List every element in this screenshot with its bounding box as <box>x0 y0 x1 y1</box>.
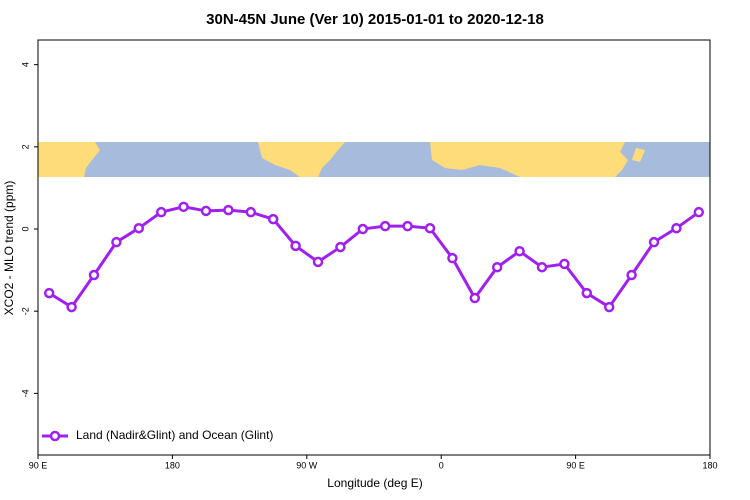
y-tick-label: 2 <box>20 144 30 149</box>
data-point <box>312 256 324 268</box>
legend-marker <box>49 430 61 442</box>
chart-title: 30N-45N June (Ver 10) 2015-01-01 to 2020… <box>206 11 544 28</box>
data-point <box>335 241 346 253</box>
x-tick-label: 90 E <box>566 460 585 470</box>
data-point <box>178 201 189 213</box>
legend-label: Land (Nadir&Glint) and Ocean (Glint) <box>76 428 273 442</box>
data-point <box>223 204 234 216</box>
land <box>258 142 345 177</box>
land <box>430 142 628 177</box>
data-point <box>603 301 615 313</box>
y-tick-label: -4 <box>20 389 30 397</box>
data-point <box>424 222 436 234</box>
x-axis-label: Longitude (deg E) <box>327 476 422 490</box>
x-tick-label: 180 <box>165 460 180 470</box>
x-tick-label: 0 <box>439 460 444 470</box>
x-tick-label: 90 E <box>29 460 48 470</box>
data-point <box>514 245 525 257</box>
data-point <box>469 292 481 304</box>
data-point <box>133 222 145 234</box>
data-point <box>290 240 301 252</box>
data-point <box>626 269 637 281</box>
data-point <box>357 223 369 235</box>
x-tick-label: 90 W <box>296 460 318 470</box>
data-point <box>200 205 212 217</box>
y-tick-label: -2 <box>20 307 30 315</box>
data-point <box>402 220 413 232</box>
data-point <box>88 269 100 281</box>
data-point <box>245 206 257 218</box>
data-point <box>581 287 593 299</box>
data-point <box>267 213 279 225</box>
data-point <box>66 301 77 313</box>
land <box>38 142 100 177</box>
y-tick-label: 4 <box>20 62 30 67</box>
data-point <box>559 258 570 270</box>
data-point <box>43 287 55 299</box>
data-point <box>648 236 660 248</box>
plot-frame <box>37 39 711 456</box>
data-point <box>536 261 548 273</box>
land <box>632 148 645 162</box>
data-point <box>491 261 503 273</box>
data-point <box>111 236 122 248</box>
data-point <box>671 222 682 234</box>
y-tick-label: 0 <box>20 227 30 232</box>
series-line <box>48 205 700 310</box>
map-band <box>38 142 710 177</box>
data-point <box>447 252 458 264</box>
x-tick-label: 180 <box>702 460 717 470</box>
data-point <box>155 206 167 218</box>
data-point <box>693 206 705 218</box>
data-point <box>379 220 391 232</box>
y-axis-label: XCO2 - MLO trend (ppm) <box>2 181 16 316</box>
